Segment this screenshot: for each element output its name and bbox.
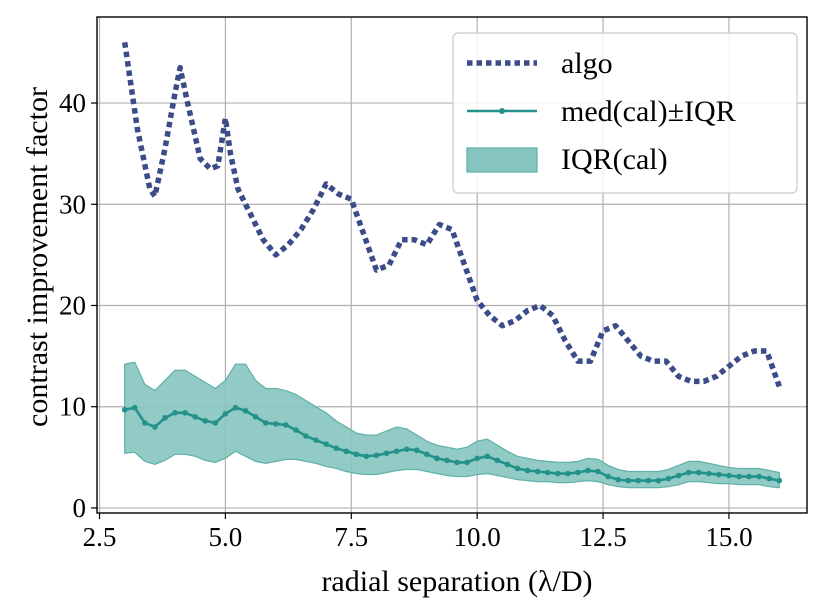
median-point: [444, 457, 450, 464]
x-axis-ticks: 2.5 5.0 7.5 10.0 12.5 15.0: [83, 513, 753, 552]
y-axis-label: contrast improvement factor: [21, 87, 54, 427]
median-point: [615, 476, 621, 483]
legend-band-swatch: [466, 147, 538, 173]
median-point: [605, 473, 611, 480]
legend-band-label: IQR(cal): [561, 143, 668, 176]
median-point: [565, 470, 571, 477]
median-point: [383, 450, 390, 457]
median-point: [202, 418, 209, 424]
median-point: [262, 420, 269, 426]
median-point: [504, 461, 511, 468]
median-point: [373, 452, 380, 459]
median-point: [474, 455, 480, 462]
median-point: [675, 472, 682, 479]
median-point: [726, 472, 732, 479]
x-tick-label-12-5: 12.5: [579, 522, 626, 552]
median-point: [192, 414, 198, 420]
median-point: [645, 477, 652, 484]
median-point: [484, 453, 491, 460]
median-point: [424, 451, 430, 458]
median-point: [172, 409, 178, 416]
y-tick-label-30: 30: [59, 189, 86, 219]
legend-box: [452, 32, 798, 194]
x-tick-label-5: 5.0: [209, 522, 243, 552]
median-point: [766, 475, 773, 482]
y-axis-ticks: 0 10 20 30 40: [59, 88, 97, 523]
median-point: [756, 473, 762, 480]
median-point: [232, 404, 239, 411]
median-point: [635, 477, 642, 484]
median-point: [131, 404, 138, 411]
median-point: [514, 465, 521, 472]
median-series-layer: [121, 404, 783, 484]
median-point: [544, 469, 551, 476]
median-point: [625, 477, 632, 484]
median-point: [162, 415, 168, 421]
median-point: [575, 469, 581, 476]
median-point: [665, 475, 672, 482]
median-point: [121, 406, 128, 413]
median-point: [746, 473, 752, 480]
median-point: [494, 457, 501, 464]
median-point: [272, 421, 279, 427]
median-point: [695, 469, 702, 476]
median-point: [685, 469, 692, 476]
x-tick-label-10: 10.0: [454, 522, 501, 552]
iqr-band-layer: [124, 361, 780, 489]
median-point: [716, 471, 722, 478]
median-point: [313, 437, 319, 443]
median-point: [413, 447, 420, 454]
median-point: [353, 451, 360, 458]
x-tick-label-2-5: 2.5: [83, 522, 117, 552]
median-point: [343, 448, 350, 455]
legend-algo-label: algo: [561, 47, 613, 80]
median-point: [363, 453, 370, 460]
y-tick-label-0: 0: [73, 493, 87, 523]
median-point: [554, 470, 561, 477]
median-point: [293, 427, 299, 433]
legend-median-label: med(cal)±IQR: [561, 95, 736, 128]
x-tick-label-7-5: 7.5: [334, 522, 368, 552]
median-point: [303, 433, 309, 439]
median-point: [333, 445, 339, 452]
median-point: [403, 446, 410, 453]
median-point: [736, 473, 742, 480]
median-point: [776, 477, 783, 484]
median-point: [585, 467, 591, 474]
x-tick-label-15: 15.0: [705, 522, 752, 552]
median-point: [212, 420, 219, 426]
median-point: [323, 441, 329, 447]
median-point: [595, 468, 601, 475]
legend-median-marker: [499, 108, 505, 114]
median-point: [655, 477, 662, 484]
median-point: [454, 459, 460, 466]
y-tick-label-40: 40: [59, 88, 86, 118]
y-tick-label-20: 20: [59, 290, 86, 320]
median-point: [464, 459, 470, 466]
median-point: [242, 407, 249, 414]
median-point: [524, 467, 531, 474]
median-point: [152, 424, 158, 430]
y-tick-label-10: 10: [59, 392, 86, 422]
median-point: [706, 470, 712, 477]
median-point: [252, 414, 259, 420]
iqr-band: [124, 361, 780, 489]
median-point: [222, 411, 229, 417]
median-point: [434, 455, 440, 462]
median-point: [534, 468, 541, 475]
median-point: [142, 420, 148, 426]
legend: algo med(cal)±IQR IQR(cal): [452, 32, 798, 194]
median-point: [283, 422, 289, 428]
median-point: [393, 448, 400, 455]
x-axis-label: radial separation (λ/D): [321, 565, 592, 598]
median-point: [182, 409, 188, 416]
plot-frame: [96, 16, 808, 514]
